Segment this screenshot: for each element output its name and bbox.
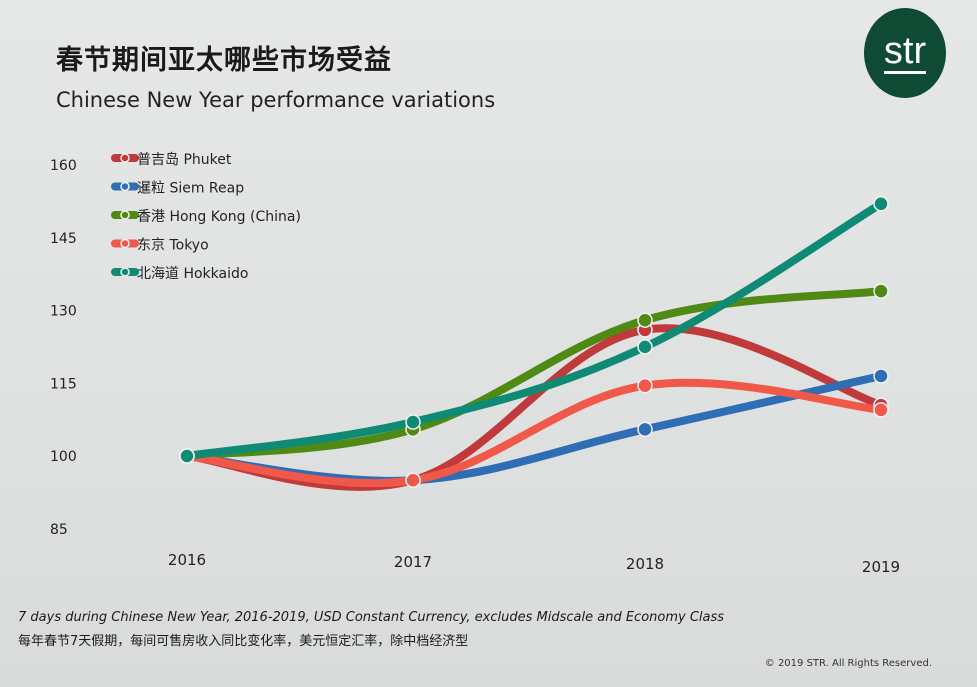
y-tick-label: 160: [50, 158, 77, 174]
series-line: [183, 199, 885, 460]
data-point: [873, 368, 889, 384]
y-tick-label: 130: [50, 304, 77, 320]
data-point: [179, 448, 195, 464]
legend-marker: [120, 210, 130, 220]
legend-label: 北海道 Hokkaido: [137, 266, 248, 282]
logo-text: str: [883, 29, 927, 74]
x-tick-label: 2019: [862, 558, 900, 576]
legend-marker: [120, 181, 130, 192]
legend-marker: [120, 267, 130, 277]
legend-label: 普吉岛 Phuket: [137, 152, 232, 168]
legend-label: 暹粒 Siem Reap: [137, 181, 244, 197]
x-tick-label: 2017: [394, 553, 432, 571]
footnote-chinese: 每年春节7天假期，每间可售房收入同比变化率，美元恒定汇率，除中档经济型: [18, 634, 469, 649]
chart-title: Chinese New Year performance variations: [56, 88, 496, 112]
legend-marker: [120, 238, 130, 249]
data-point: [405, 472, 421, 488]
data-point: [873, 402, 889, 418]
legend-label: 东京 Tokyo: [137, 238, 209, 254]
x-tick-label: 2016: [168, 551, 206, 569]
x-tick-label: 2018: [626, 555, 664, 573]
footnote-english: 7 days during Chinese New Year, 2016-201…: [18, 610, 725, 625]
str-logo: str: [864, 8, 946, 98]
series-line: [183, 287, 885, 460]
data-point: [637, 377, 653, 394]
series-line: [183, 324, 885, 491]
data-point: [637, 312, 653, 328]
y-tick-label: 145: [50, 231, 77, 247]
legend-marker: [120, 153, 130, 163]
data-point: [637, 339, 653, 355]
data-point: [405, 414, 421, 430]
data-point: [873, 283, 889, 299]
data-point: [873, 196, 889, 212]
legend-label: 香港 Hong Kong (China): [137, 209, 301, 225]
y-tick-label: 100: [50, 449, 77, 465]
series-line: [183, 378, 885, 488]
slide-title-chinese: 春节期间亚太哪些市场受益: [56, 45, 392, 76]
y-tick-label: 85: [50, 522, 68, 538]
line-chart: 85 100 115 130 145 160 2016 2017 2018 2019 普吉岛 Phu…: [50, 152, 900, 576]
data-point: [637, 421, 653, 438]
y-tick-label: 115: [50, 376, 77, 392]
copyright: © 2019 STR. All Rights Reserved.: [764, 658, 932, 669]
